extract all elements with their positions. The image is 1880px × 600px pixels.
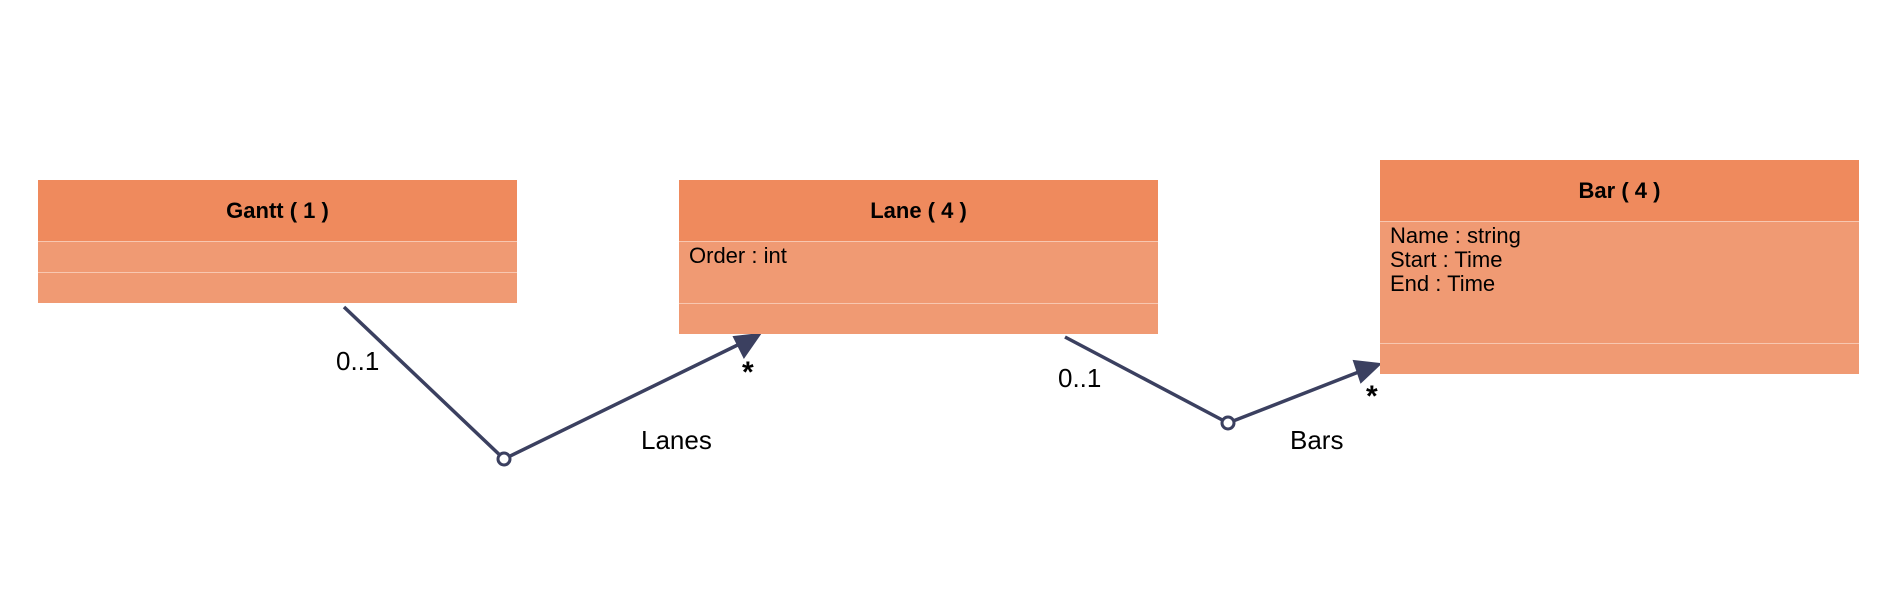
bars-association-line [1064, 335, 1375, 425]
class-gantt-operations [38, 272, 517, 303]
class-bar[interactable]: Bar ( 4 ) Name : string Start : Time End… [1380, 160, 1859, 374]
class-bar-attribute: Start : Time [1390, 247, 1503, 272]
bars-aggregation-circle [1220, 415, 1236, 431]
class-gantt-attributes [38, 241, 517, 272]
bars-association-name[interactable]: Bars [1290, 425, 1344, 455]
class-bar-attributes: Name : string Start : Time End : Time [1380, 221, 1859, 343]
bars-target-multiplicity: * [1366, 380, 1378, 413]
class-lane-attributes: Order : int [679, 241, 1158, 303]
class-bar-operations [1380, 343, 1859, 374]
class-lane-title: Lane ( 4 ) [679, 180, 1158, 241]
class-lane-operations [679, 303, 1158, 334]
lanes-target-multiplicity: * [742, 356, 754, 389]
bars-source-multiplicity: 0..1 [1058, 363, 1102, 393]
class-lane-attribute: Order : int [689, 243, 787, 268]
lanes-arrowhead [732, 332, 763, 359]
class-lane[interactable]: Lane ( 4 ) Order : int [679, 180, 1158, 334]
class-gantt[interactable]: Gantt ( 1 ) [38, 180, 517, 303]
class-bar-attribute: Name : string [1390, 223, 1521, 248]
class-bar-attribute: End : Time [1390, 271, 1496, 296]
lanes-source-multiplicity: 0..1 [336, 346, 380, 376]
lanes-aggregation-circle [496, 451, 512, 467]
bars-arrowhead [1352, 359, 1383, 384]
lanes-association-name[interactable]: Lanes [641, 425, 712, 455]
class-bar-title: Bar ( 4 ) [1380, 160, 1859, 221]
class-gantt-title: Gantt ( 1 ) [38, 180, 517, 241]
